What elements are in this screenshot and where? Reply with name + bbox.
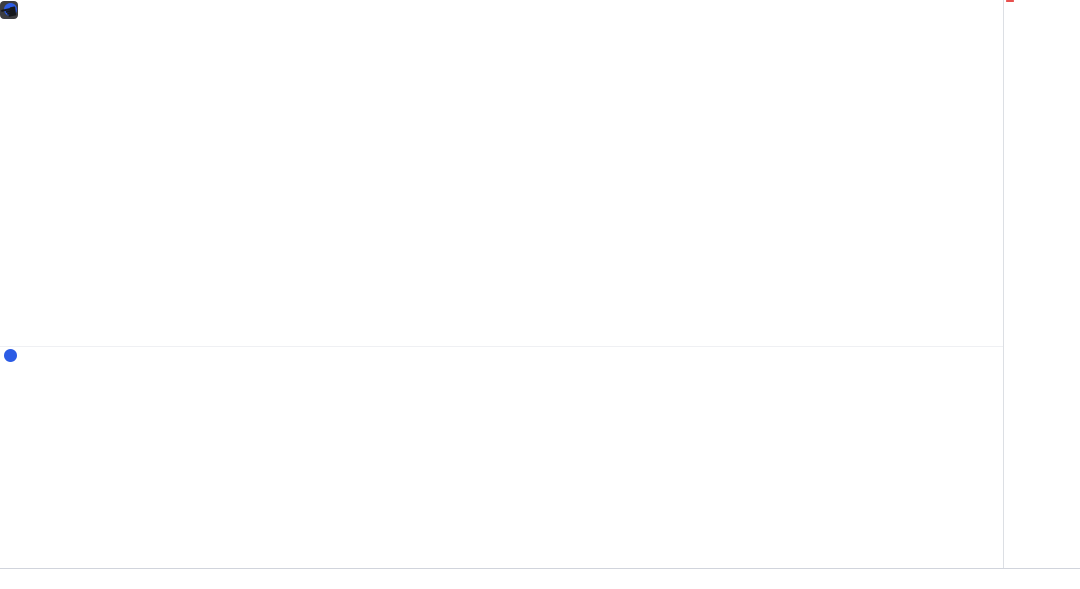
pane-divider[interactable]: [0, 346, 1003, 347]
time-axis-border: [0, 568, 1080, 569]
last-price-badge-bottom: [1006, 0, 1014, 2]
symbol-logo-icon: [4, 3, 17, 16]
pane-legend-top[interactable]: [4, 3, 22, 16]
symbol-logo-icon: [4, 349, 17, 362]
pane-legend-bottom[interactable]: [4, 349, 22, 362]
price-axis-border: [1003, 0, 1004, 568]
